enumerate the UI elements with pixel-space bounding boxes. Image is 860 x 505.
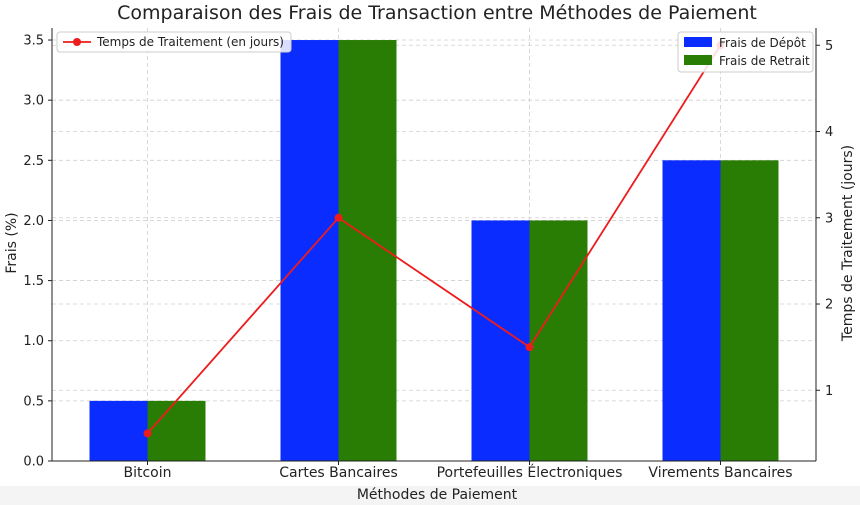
y-tick-label: 1.0 xyxy=(23,334,44,349)
y2-tick-label: 5 xyxy=(825,39,833,54)
bar-depot xyxy=(89,400,148,461)
y-tick-label: 0.5 xyxy=(23,394,44,409)
line-legend: Temps de Traitement (en jours) xyxy=(56,31,292,53)
line-path xyxy=(146,44,722,434)
line-point xyxy=(334,213,343,222)
legend-label: Frais de Dépôt xyxy=(719,36,806,50)
legend-line-marker xyxy=(73,38,81,46)
x-tick-label: Bitcoin xyxy=(123,465,171,481)
y2-tick-label: 2 xyxy=(825,298,833,313)
y-axis-label: Frais (%) xyxy=(4,212,20,273)
bar-retrait xyxy=(720,160,779,462)
legend-label: Frais de Retrait xyxy=(719,54,810,68)
x-axis-label: Méthodes de Paiement xyxy=(357,487,518,503)
bar-retrait xyxy=(529,220,588,461)
legend-line-label: Temps de Traitement (en jours) xyxy=(96,35,284,49)
bar-retrait xyxy=(147,400,206,461)
y2-tick-label: 4 xyxy=(825,125,833,140)
bars xyxy=(89,40,779,462)
y-tick-label: 0.0 xyxy=(23,455,44,470)
y-tick-label: 2.5 xyxy=(23,154,44,169)
y-tick-label: 2.0 xyxy=(23,214,44,229)
bar-legend: Frais de Dépôt Frais de Retrait xyxy=(677,31,814,73)
legend-box xyxy=(56,31,292,53)
window-bottom-strip xyxy=(0,486,860,505)
y-tick-label: 1.5 xyxy=(23,274,44,289)
x-tick-label: Portefeuilles Électroniques xyxy=(437,464,623,481)
axes: 0.0 0.5 1.0 1.5 2.0 2.5 3.0 3.5 1 2 3 4 5 Bitcoin Cart… xyxy=(23,28,833,481)
line-point xyxy=(143,429,152,438)
x-tick-label: Virements Bancaires xyxy=(648,465,792,481)
legend-swatch xyxy=(684,55,712,65)
chart-title: Comparaison des Frais de Transaction ent… xyxy=(117,2,757,24)
y2-tick-label: 3 xyxy=(825,211,833,226)
y-tick-label: 3.5 xyxy=(23,34,44,49)
legend-swatch xyxy=(684,37,712,47)
y2-tick-label: 1 xyxy=(825,384,833,399)
y-tick-label: 3.0 xyxy=(23,94,44,109)
x-tick-label: Cartes Bancaires xyxy=(279,465,398,481)
y2-axis-label: Temps de Traitement (jours) xyxy=(840,145,856,342)
bar-depot xyxy=(662,160,721,462)
processing-time-line xyxy=(143,41,725,438)
line-point xyxy=(525,343,534,352)
